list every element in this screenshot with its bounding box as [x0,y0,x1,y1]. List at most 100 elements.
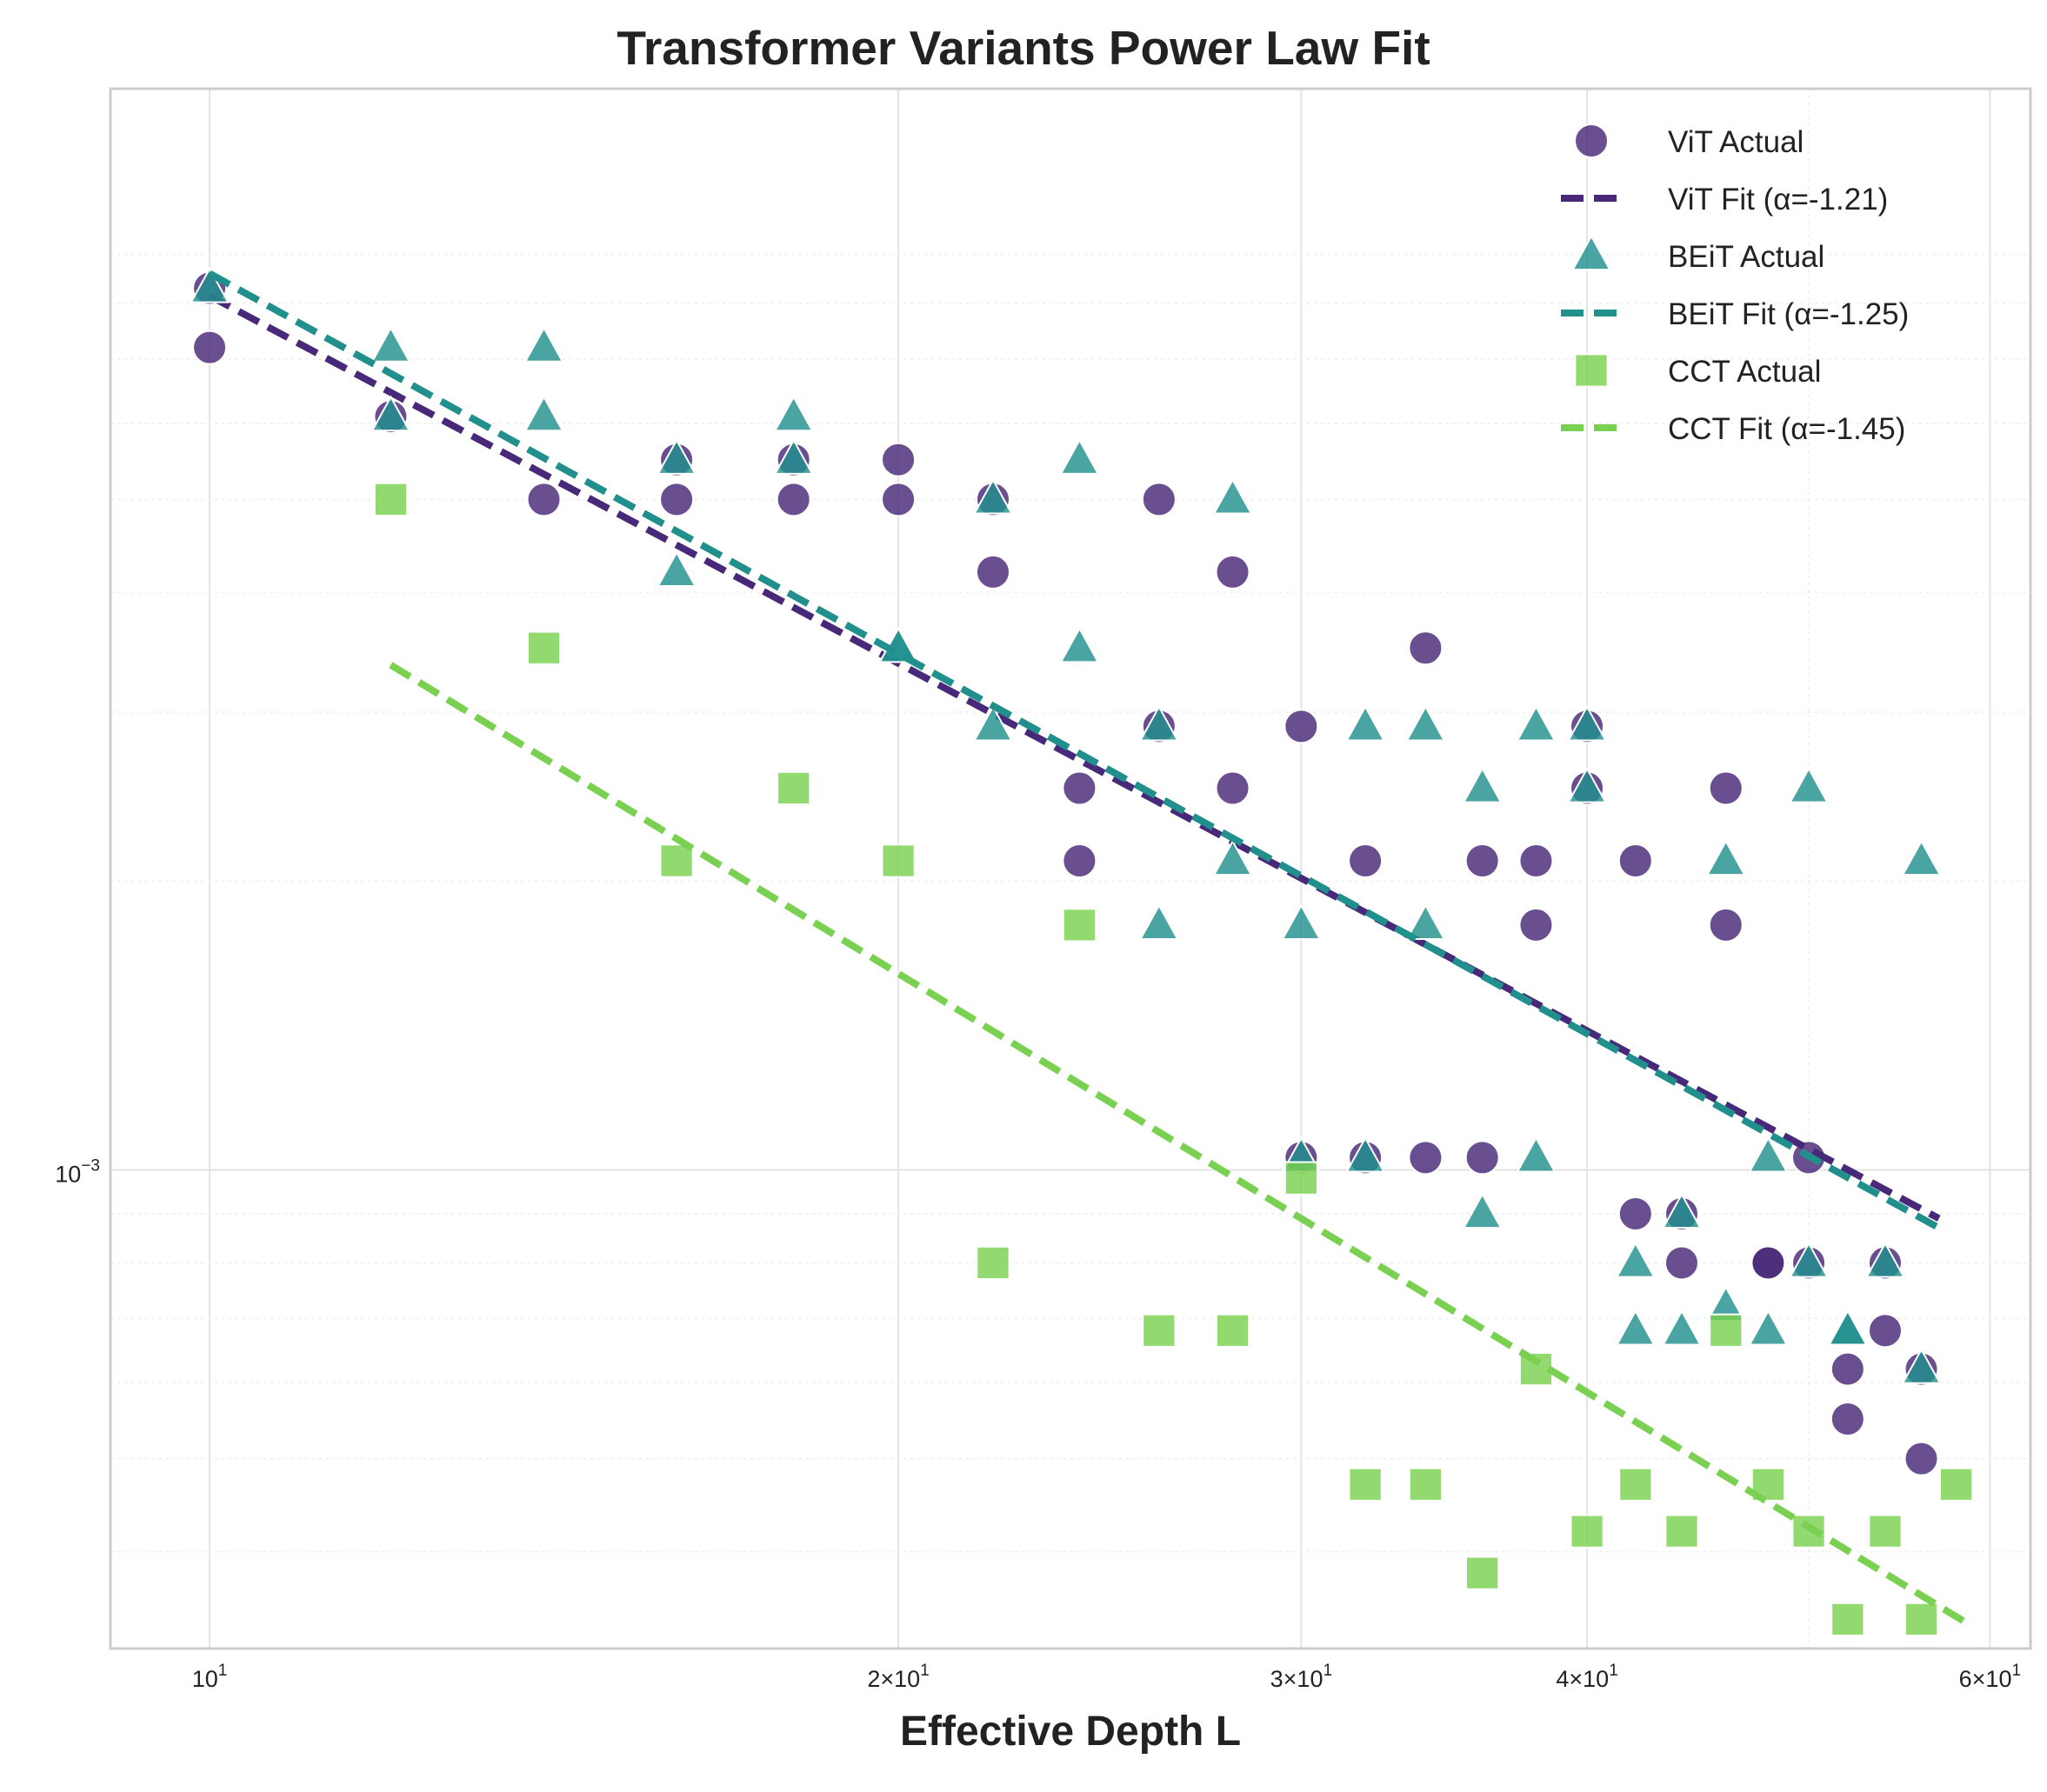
beit-actual-point [1462,766,1503,803]
beit-actual-point [1748,1309,1789,1346]
legend-label: ViT Actual [1668,125,1804,159]
vit-actual-point [1464,1140,1500,1176]
beit-actual-point [1615,1309,1656,1346]
cct-fit-line [389,662,1967,1625]
beit-actual-point [1405,704,1446,742]
beit-actual-point [523,326,564,363]
legend-item-cct-line: CCT Fit (α=-1.45) [1561,412,1905,446]
ticks: 101 2×101 3×101 4×101 6×101 10−3 [55,1157,2021,1692]
beit-actual-point [1281,903,1322,941]
x-tick-label: 3×101 [1270,1662,1332,1692]
beit-actual-point [1864,1241,1905,1278]
beit-actual-point [1059,438,1100,475]
vit-actual-point [192,330,228,365]
x-tick-label: 101 [192,1662,228,1692]
vit-actual-point [1284,709,1319,744]
grid [110,89,2030,1649]
legend-marker-vit [1574,123,1609,158]
beit-actual-point [1705,839,1746,876]
cct-actual-point [1570,1514,1604,1549]
legend-label: CCT Actual [1668,355,1821,389]
vit-actual-point [1708,907,1744,943]
beit-scatter-series [190,267,1942,1384]
beit-actual-point [1405,903,1446,941]
legend-item-beit-line: BEiT Fit (α=-1.25) [1561,297,1909,331]
legend-item-vit-line: ViT Fit (α=-1.21) [1561,183,1888,217]
beit-actual-point [1212,839,1253,876]
legend-item-cct-scatter: CCT Actual [1574,353,1821,389]
beit-actual-point [1138,704,1179,742]
cct-actual-point [1408,1467,1443,1502]
beit-actual-point [1789,1241,1830,1278]
vit-actual-point [1830,1351,1865,1387]
vit-actual-point [1062,843,1097,879]
beit-actual-point [1138,903,1179,941]
vit-actual-point [975,554,1010,590]
cct-actual-point [373,482,409,516]
beit-actual-point [370,395,411,432]
vit-actual-point [1904,1441,1939,1476]
beit-actual-point [1901,1348,1942,1384]
cct-actual-point [1830,1602,1865,1637]
vit-line-series [208,292,1941,1222]
beit-actual-point [1827,1309,1868,1346]
vit-actual-point [776,482,811,517]
vit-actual-point [1062,770,1097,806]
legend-marker-beit [1571,234,1611,271]
beit-actual-point [773,438,814,475]
cct-actual-point [881,843,916,878]
vit-actual-point [881,442,917,477]
beit-actual-point [657,438,697,475]
beit-actual-point [1212,477,1253,515]
cct-actual-point [1215,1313,1250,1348]
beit-actual-point [1789,766,1830,803]
beit-actual-point [1567,704,1608,742]
beit-actual-point [1516,1136,1557,1173]
beit-actual-point [1567,766,1608,803]
beit-actual-point [1345,1136,1386,1173]
beit-actual-point [1748,1136,1789,1173]
data-series [190,267,1974,1637]
beit-actual-point [370,326,411,363]
cct-actual-point [777,770,811,806]
beit-actual-point [1901,839,1942,876]
vit-actual-point [1830,1401,1865,1436]
vit-actual-point [1664,1245,1699,1281]
vit-actual-point [881,482,917,517]
cct-actual-point [1062,908,1097,943]
beit-actual-point [1516,704,1557,742]
vit-actual-point [1867,1313,1903,1349]
beit-actual-point [1345,704,1386,742]
beit-actual-point [1661,1192,1702,1229]
vit-actual-point [1408,630,1444,666]
vit-actual-point [1215,554,1250,590]
cct-actual-point [1868,1514,1903,1549]
cct-actual-point [1938,1467,1974,1502]
vit-actual-point [1464,843,1500,879]
beit-actual-point [972,704,1013,742]
legend-item-vit-scatter: ViT Actual [1574,123,1804,159]
beit-actual-point [1615,1241,1656,1278]
legend-label: BEiT Actual [1668,240,1824,274]
cct-actual-point [1284,1161,1318,1196]
plot-frame [109,87,2032,1650]
legend-label: CCT Fit (α=-1.45) [1668,412,1905,446]
cct-actual-point [976,1245,1010,1281]
beit-actual-point [773,395,814,432]
legend: ViT Actual ViT Fit (α=-1.21) BEiT Actual BE… [1561,123,1909,446]
vit-actual-point [1141,482,1177,517]
cct-actual-point [526,630,562,665]
beit-actual-point [1059,626,1100,663]
beit-actual-point [1661,1309,1702,1346]
vit-actual-point [1708,770,1744,806]
y-tick-label: 10−3 [55,1157,100,1188]
x-axis-label: Effective Depth L [900,1709,1241,1755]
beit-actual-point [972,477,1013,515]
legend-label: BEiT Fit (α=-1.25) [1668,297,1909,331]
cct-actual-point [1709,1313,1744,1348]
cct-actual-point [659,843,694,878]
vit-actual-point [1518,843,1554,879]
vit-actual-point [1348,843,1384,879]
legend-marker-cct [1574,353,1609,388]
